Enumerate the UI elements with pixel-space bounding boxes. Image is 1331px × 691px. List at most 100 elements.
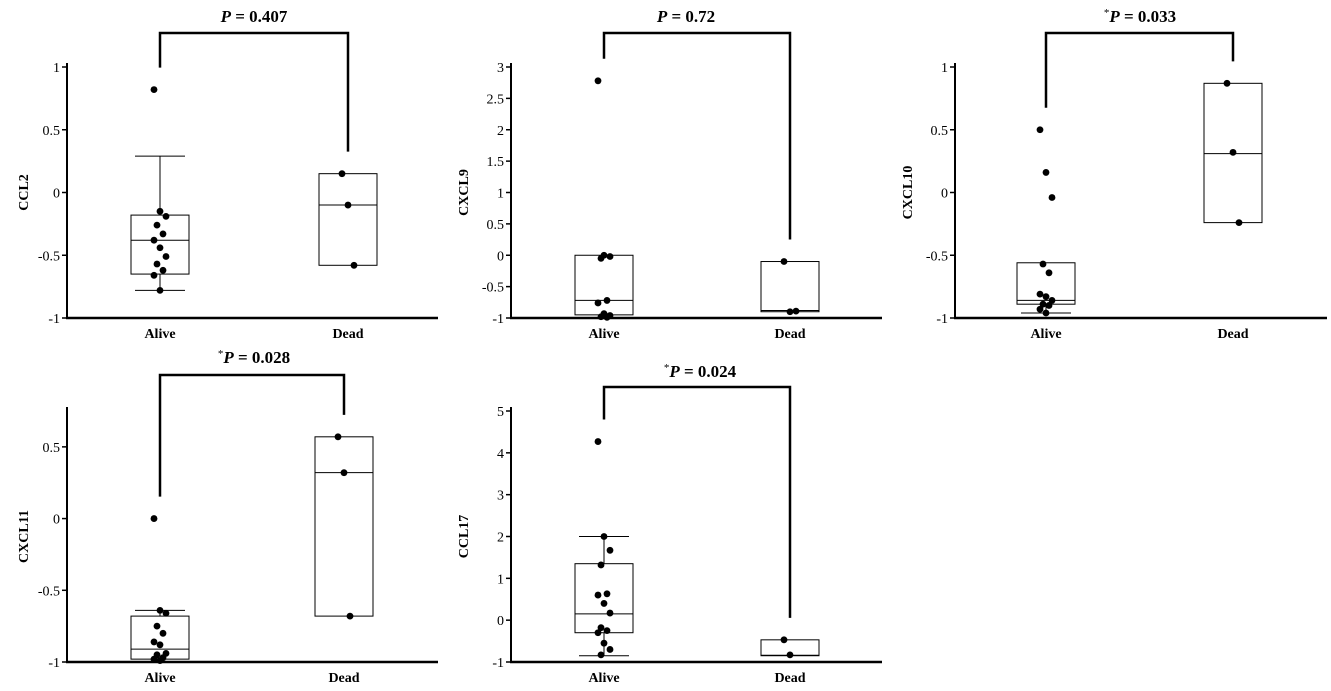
data-point: [150, 271, 158, 279]
data-point: [153, 622, 161, 630]
data-point: [346, 612, 354, 620]
y-tick-label: 0.5: [931, 124, 949, 139]
y-tick-label: -1: [492, 656, 504, 671]
y-tick-label: 4: [497, 447, 504, 462]
data-point: [1045, 269, 1053, 277]
data-point: [600, 600, 608, 607]
data-point: [338, 170, 346, 178]
data-point: [594, 77, 602, 85]
panel-ccl17: -1 0 1 2 3 4 5 CCL17 Alive Dead *P = 0.024: [457, 362, 882, 686]
y-tick-label: 1: [497, 572, 504, 587]
data-point: [153, 221, 161, 229]
y-tick-label: 3: [497, 489, 504, 504]
data-point: [594, 299, 602, 307]
panel-cxcl9: -1 -0.5 0 0.5 1 1.5 2 2.5 3 CXCL9 Alive Dead P = 0.7…: [457, 7, 882, 342]
y-tick-label: 0.5: [43, 441, 61, 456]
data-point: [780, 636, 788, 644]
data-point: [350, 261, 358, 269]
box: [760, 261, 820, 313]
group-dead: [314, 433, 374, 620]
box: [318, 173, 378, 266]
y-tick-label: -0.5: [38, 584, 60, 599]
p-value-symbol: P: [1108, 7, 1120, 26]
data-point: [600, 639, 608, 647]
data-point: [1036, 126, 1044, 134]
data-point: [156, 641, 164, 649]
data-point: [606, 646, 614, 653]
x-category-label: Dead: [332, 327, 363, 342]
x-category-label: Alive: [144, 671, 175, 686]
p-value-symbol: P: [220, 7, 232, 26]
data-point: [1039, 300, 1047, 308]
box: [1203, 82, 1263, 224]
x-category-label: Dead: [774, 671, 805, 686]
data-point: [603, 297, 611, 304]
data-point: [1235, 219, 1243, 227]
group-dead: [318, 170, 378, 269]
x-category-label: Dead: [1217, 327, 1248, 342]
data-point: [1045, 302, 1053, 309]
y-tick-label: -0.5: [38, 249, 60, 264]
p-value-symbol: P: [222, 348, 234, 367]
significance-bracket: [602, 385, 792, 618]
data-point: [150, 515, 158, 522]
group-alive: [130, 86, 190, 294]
p-value-number: = 0.028: [234, 348, 290, 367]
data-point: [150, 86, 158, 93]
data-point: [156, 286, 164, 294]
data-point: [594, 629, 602, 637]
box: [130, 214, 190, 275]
y-tick-label: 5: [497, 405, 504, 420]
x-category-label: Alive: [1030, 327, 1061, 342]
data-point: [597, 313, 605, 321]
data-point: [597, 254, 605, 262]
data-point: [156, 244, 164, 252]
p-value-number: = 0.033: [1120, 7, 1176, 26]
data-point: [334, 433, 342, 441]
data-point: [150, 655, 158, 663]
y-tick-label: 3: [497, 61, 504, 76]
data-point: [1048, 194, 1056, 201]
x-category-label: Alive: [144, 327, 175, 342]
group-alive: [574, 77, 634, 321]
data-point: [340, 469, 348, 477]
data-point: [150, 638, 158, 646]
y-tick-label: 1: [497, 187, 504, 202]
data-point: [1229, 148, 1237, 156]
data-point: [150, 236, 158, 244]
y-tick-label: -0.5: [482, 281, 504, 296]
data-point: [156, 657, 164, 664]
y-axis-title: CCL17: [457, 515, 472, 559]
box: [574, 254, 634, 316]
data-point: [603, 627, 611, 635]
p-value-star: *: [664, 362, 670, 374]
x-category-label: Dead: [774, 327, 805, 342]
panel-cxcl10: -1 -0.5 0 0.5 1 CXCL10 Alive Dead *P = 0.033: [901, 7, 1327, 342]
group-dead: [760, 258, 820, 316]
p-value-label: *P = 0.033: [1104, 7, 1176, 26]
y-tick-label: -1: [48, 656, 60, 671]
p-value-number: = 0.407: [231, 7, 288, 26]
panel-cxcl11: -1 -0.5 0 0.5 CXCL11 Alive Dead *P = 0.028: [17, 348, 438, 686]
data-point: [792, 307, 800, 315]
x-category-label: Alive: [588, 327, 619, 342]
data-point: [1223, 79, 1231, 87]
data-point: [1042, 293, 1050, 301]
y-tick-label: 1: [53, 61, 60, 76]
y-tick-label: 2.5: [487, 92, 505, 107]
significance-bracket: [158, 373, 346, 497]
data-point: [597, 651, 605, 659]
y-tick-label: -1: [936, 312, 948, 327]
data-point: [156, 606, 164, 614]
y-tick-label: 0: [53, 187, 60, 202]
data-point: [159, 230, 167, 238]
data-point: [594, 591, 602, 599]
y-tick-label: 0: [497, 614, 504, 629]
box: [574, 563, 634, 634]
data-point: [162, 212, 170, 220]
y-axis-title: CCL2: [17, 174, 32, 211]
significance-bracket: [1044, 31, 1235, 108]
y-tick-label: -1: [492, 312, 504, 327]
y-axis-title: CXCL11: [17, 510, 32, 563]
